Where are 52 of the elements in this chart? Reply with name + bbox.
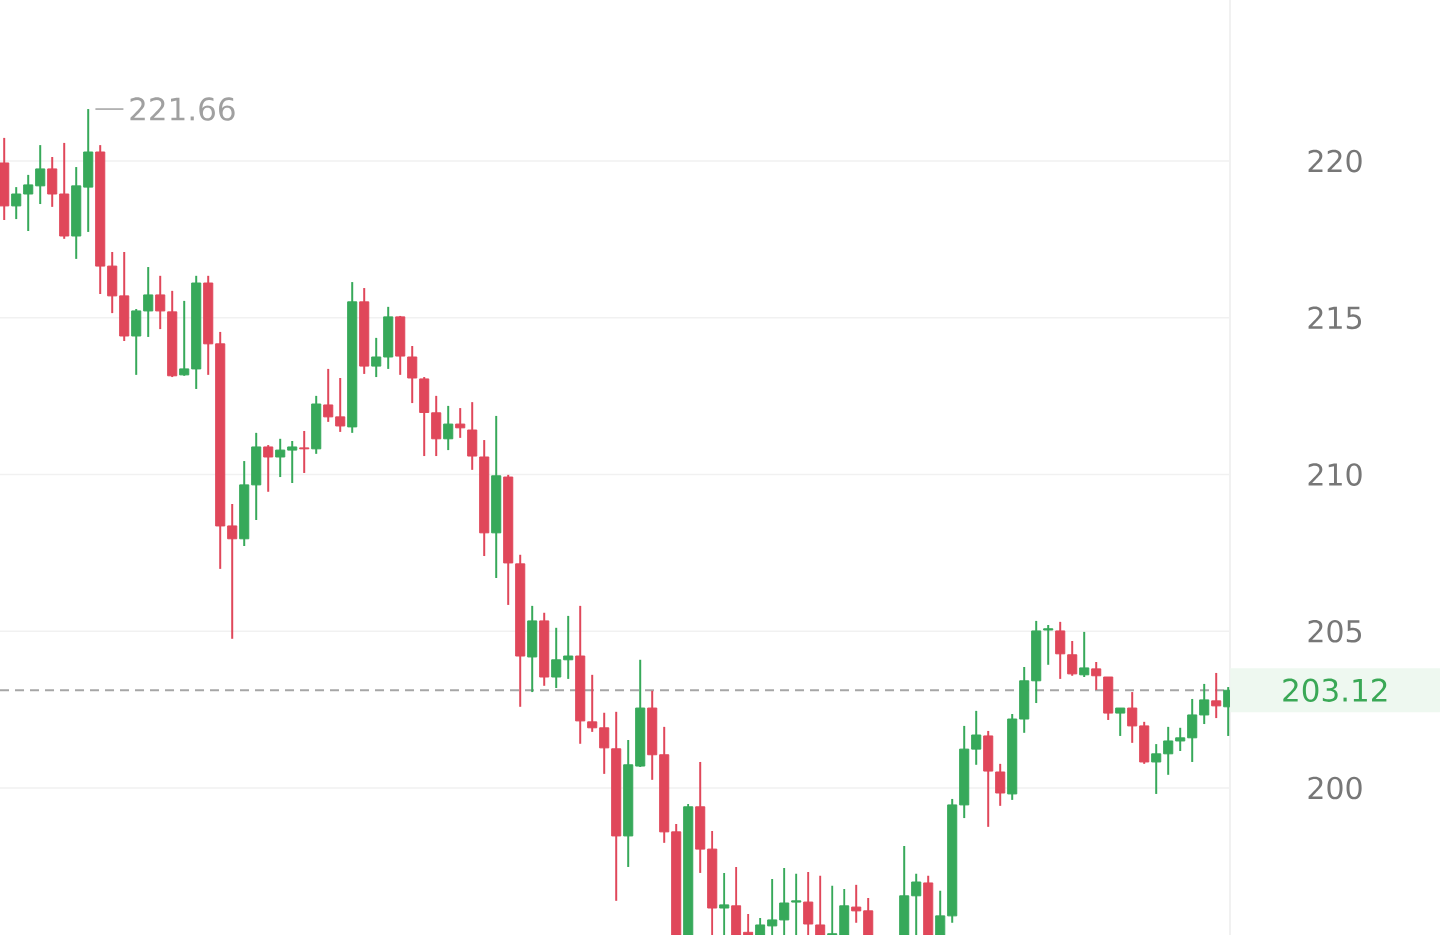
candlestick [263,444,274,493]
candlestick [1043,623,1054,666]
candlestick [1067,639,1078,677]
candlestick [1127,691,1138,744]
candlestick [1211,671,1222,720]
candlestick [1079,630,1090,679]
candlestick [299,429,310,474]
candlestick [407,345,418,405]
candlestick [551,626,562,689]
candlestick [1115,707,1126,737]
candlestick [287,440,298,484]
candlestick [1151,743,1162,795]
candlestick [743,912,754,935]
candlestick [371,336,382,379]
candlestick [719,871,730,935]
candlestick [971,709,982,766]
candlestick [455,407,466,439]
candlestick [1091,660,1102,691]
candlestick [911,872,922,935]
candlestick [563,614,574,680]
candlestick [827,884,838,935]
candlestick [995,762,1006,807]
candlestick [335,376,346,433]
candlestick [11,186,22,221]
candlestick [23,173,34,232]
candlestick [791,872,802,935]
candlestick [443,404,454,452]
candlestick [767,877,778,935]
y-tick-label: 210 [1308,463,1362,486]
candlestick [155,274,166,331]
candlestick [143,266,154,338]
candlestick [803,870,814,935]
y-tick-label: 200 [1308,776,1362,800]
candlestick [227,503,238,640]
candlestick [275,437,286,479]
y-tick-label: 215 [1308,306,1362,330]
candlestick [587,673,598,733]
candlestick [1055,620,1066,680]
candlestick [35,144,46,206]
candlestick [1163,725,1174,776]
candlestick [1187,697,1198,763]
candlestick [779,866,790,935]
candlestick [599,711,610,775]
y-tick-label: 205 [1308,619,1362,643]
annotation: 221.66 [130,97,235,121]
candlestick [323,367,334,423]
candlestick [1175,726,1186,752]
candlestick [179,299,190,377]
candlestick [1199,682,1210,726]
y-tick-label: 220 [1308,149,1362,173]
candlestick [851,883,862,924]
ref-line-label: 203.12 [1283,678,1387,702]
